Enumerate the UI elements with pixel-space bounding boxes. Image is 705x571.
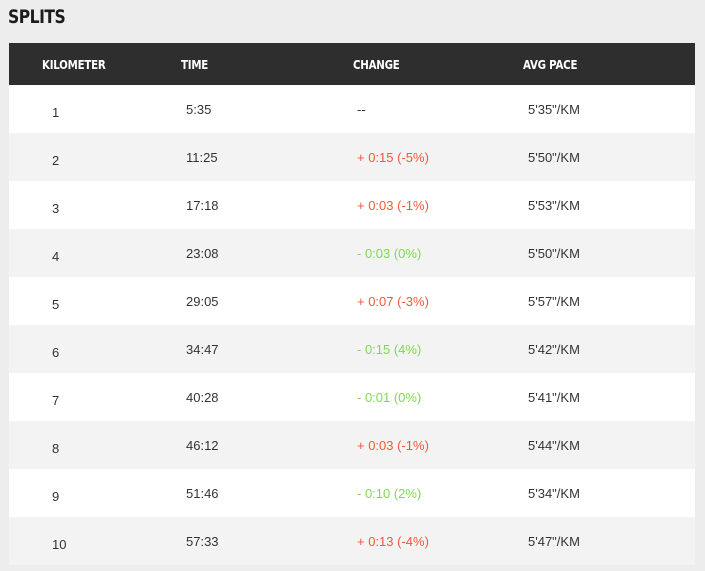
- cell-time: 46:12: [186, 438, 219, 453]
- table-row: 4 23:08 - 0:03 (0%) 5'50"/KM: [9, 229, 695, 277]
- cell-kilometer: 1: [52, 105, 60, 120]
- cell-kilometer: 9: [52, 489, 60, 504]
- table-row: 9 51:46 - 0:10 (2%) 5'34"/KM: [9, 469, 695, 517]
- cell-change: + 0:13 (-4%): [357, 534, 429, 549]
- cell-change: + 0:15 (-5%): [357, 150, 429, 165]
- cell-time: 34:47: [186, 342, 219, 357]
- column-header-avg-pace[interactable]: AVG PACE: [523, 57, 578, 72]
- table-row: 8 46:12 + 0:03 (-1%) 5'44"/KM: [9, 421, 695, 469]
- cell-kilometer: 10: [52, 537, 67, 552]
- cell-avg-pace: 5'53"/KM: [528, 198, 580, 213]
- cell-change: - 0:03 (0%): [357, 246, 422, 261]
- cell-kilometer: 4: [52, 249, 60, 264]
- column-header-change[interactable]: CHANGE: [353, 57, 400, 72]
- table-row: 10 57:33 + 0:13 (-4%) 5'47"/KM: [9, 517, 695, 565]
- cell-kilometer: 8: [52, 441, 60, 456]
- cell-time: 29:05: [186, 294, 219, 309]
- cell-time: 51:46: [186, 486, 219, 501]
- cell-time: 5:35: [186, 102, 212, 117]
- table-body: 1 5:35 -- 5'35"/KM 2 11:25 + 0:15 (-5%) 5'50"/K…: [9, 85, 695, 565]
- table-row: 7 40:28 - 0:01 (0%) 5'41"/KM: [9, 373, 695, 421]
- cell-kilometer: 7: [52, 393, 60, 408]
- cell-avg-pace: 5'34"/KM: [528, 486, 580, 501]
- cell-time: 11:25: [186, 150, 218, 165]
- cell-kilometer: 5: [52, 297, 60, 312]
- table-row: 6 34:47 - 0:15 (4%) 5'42"/KM: [9, 325, 695, 373]
- cell-change: + 0:07 (-3%): [357, 294, 429, 309]
- table-header: KILOMETER TIME CHANGE AVG PACE: [9, 43, 695, 85]
- table-row: 1 5:35 -- 5'35"/KM: [9, 85, 695, 133]
- splits-table: KILOMETER TIME CHANGE AVG PACE 1 5:35 -- 5'…: [9, 43, 695, 565]
- cell-kilometer: 2: [52, 153, 60, 168]
- cell-avg-pace: 5'50"/KM: [528, 246, 580, 261]
- cell-change: + 0:03 (-1%): [357, 198, 429, 213]
- cell-change: --: [357, 102, 366, 117]
- cell-avg-pace: 5'44"/KM: [528, 438, 580, 453]
- cell-change: - 0:01 (0%): [357, 390, 422, 405]
- cell-time: 23:08: [186, 246, 219, 261]
- cell-avg-pace: 5'57"/KM: [528, 294, 580, 309]
- cell-avg-pace: 5'41"/KM: [528, 390, 580, 405]
- column-header-time[interactable]: TIME: [181, 57, 209, 72]
- cell-change: - 0:15 (4%): [357, 342, 422, 357]
- table-row: 3 17:18 + 0:03 (-1%) 5'53"/KM: [9, 181, 695, 229]
- cell-kilometer: 3: [52, 201, 60, 216]
- table-row: 5 29:05 + 0:07 (-3%) 5'57"/KM: [9, 277, 695, 325]
- cell-time: 40:28: [186, 390, 219, 405]
- cell-avg-pace: 5'35"/KM: [528, 102, 580, 117]
- cell-avg-pace: 5'47"/KM: [528, 534, 580, 549]
- page-title: SPLITS: [8, 6, 66, 28]
- cell-time: 57:33: [186, 534, 219, 549]
- cell-avg-pace: 5'42"/KM: [528, 342, 580, 357]
- cell-kilometer: 6: [52, 345, 60, 360]
- cell-avg-pace: 5'50"/KM: [528, 150, 580, 165]
- table-row: 2 11:25 + 0:15 (-5%) 5'50"/KM: [9, 133, 695, 181]
- cell-time: 17:18: [186, 198, 219, 213]
- column-header-kilometer[interactable]: KILOMETER: [42, 57, 106, 72]
- cell-change: - 0:10 (2%): [357, 486, 422, 501]
- cell-change: + 0:03 (-1%): [357, 438, 429, 453]
